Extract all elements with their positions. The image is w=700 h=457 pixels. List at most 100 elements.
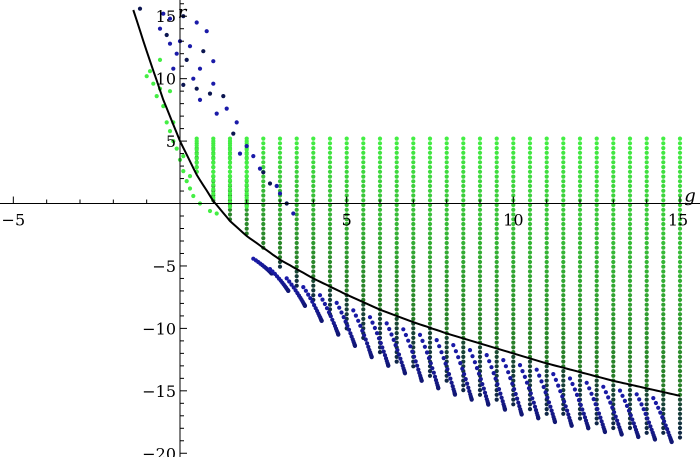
grid-point: [377, 297, 383, 302]
cluster-point: [194, 147, 199, 152]
grid-point: [394, 169, 399, 174]
hook-point: [591, 397, 596, 402]
hook-point: [387, 326, 392, 332]
grid-point: [544, 259, 549, 265]
grid-point: [577, 255, 583, 260]
grid-point: [427, 288, 433, 293]
grid-point: [361, 165, 366, 170]
hook-point: [598, 415, 603, 420]
grid-point: [561, 331, 566, 336]
grid-point: [411, 259, 416, 265]
hook-point: [396, 352, 402, 357]
grid-point: [577, 307, 583, 312]
grid-point: [644, 402, 649, 407]
grid-point: [511, 316, 516, 321]
grid-point: [394, 236, 399, 241]
grid-point: [527, 274, 533, 279]
hook-point: [319, 318, 324, 323]
grid-point: [494, 165, 499, 170]
grid-point: [327, 255, 333, 260]
upper-point: [164, 32, 169, 38]
cluster-point: [244, 182, 249, 187]
grid-point: [611, 364, 616, 369]
grid-point: [277, 240, 283, 246]
grid-point: [594, 231, 599, 236]
grid-point: [594, 207, 599, 212]
grid-point: [261, 217, 266, 222]
grid-point: [394, 326, 399, 331]
grid-point: [677, 155, 683, 160]
grid-point: [661, 212, 666, 217]
x-tick-label: 15: [668, 211, 688, 230]
grid-point: [661, 183, 666, 189]
grid-point: [594, 340, 599, 345]
grid-point: [261, 240, 266, 246]
grid-point: [644, 141, 649, 146]
hook-point: [569, 423, 574, 428]
hook-point: [320, 297, 325, 302]
grid-point: [327, 188, 333, 193]
grid-point: [477, 217, 483, 222]
hook-point: [341, 315, 346, 320]
hook-point: [546, 400, 552, 405]
grid-point: [661, 236, 666, 241]
cluster-point: [207, 208, 213, 214]
grid-point: [494, 321, 499, 326]
grid-point: [427, 207, 433, 212]
upper-point: [214, 111, 219, 116]
grid-point: [511, 274, 516, 279]
grid-point: [627, 321, 633, 326]
grid-point: [377, 259, 383, 265]
hook-point: [453, 349, 458, 354]
grid-point: [394, 183, 399, 189]
grid-point: [477, 165, 483, 170]
hook-point: [449, 380, 454, 385]
grid-point: [627, 250, 633, 255]
grid-point: [294, 217, 299, 222]
grid-point: [394, 359, 399, 364]
grid-point: [427, 179, 433, 184]
y-tick-label: 10: [156, 70, 176, 89]
grid-point: [611, 183, 616, 189]
upper-point: [194, 20, 199, 25]
grid-point: [477, 136, 483, 141]
grid-point: [394, 250, 399, 255]
cluster-point: [144, 74, 149, 79]
upper-point: [207, 91, 213, 96]
grid-point: [294, 174, 299, 179]
grid-point: [611, 150, 616, 155]
grid-point: [444, 302, 449, 307]
grid-point: [477, 236, 483, 241]
grid-point: [594, 293, 599, 298]
grid-point: [527, 212, 533, 217]
grid-point: [677, 425, 683, 431]
grid-point: [577, 274, 583, 279]
grid-point: [394, 217, 399, 222]
grid-point: [394, 307, 399, 312]
hook-point: [346, 327, 352, 332]
grid-point: [327, 264, 333, 269]
grid-point: [477, 179, 483, 184]
grid-point: [411, 302, 416, 307]
grid-point: [461, 174, 466, 179]
cluster-point: [171, 139, 176, 144]
grid-point: [261, 146, 266, 151]
grid-point: [561, 174, 566, 179]
cluster-point: [211, 187, 216, 192]
hook-point: [545, 395, 550, 400]
grid-point: [627, 331, 633, 336]
grid-point: [544, 141, 549, 146]
grid-point: [394, 264, 399, 269]
grid-point: [661, 136, 666, 141]
hook-point: [506, 370, 511, 375]
cluster-point: [227, 187, 233, 192]
grid-point: [544, 293, 549, 298]
grid-point: [394, 288, 399, 293]
hook-point: [337, 305, 342, 310]
grid-point: [544, 316, 549, 321]
grid-point: [644, 174, 649, 179]
grid-point: [461, 245, 466, 250]
grid-point: [327, 259, 333, 265]
grid-point: [627, 160, 633, 165]
grid-point: [677, 421, 683, 426]
